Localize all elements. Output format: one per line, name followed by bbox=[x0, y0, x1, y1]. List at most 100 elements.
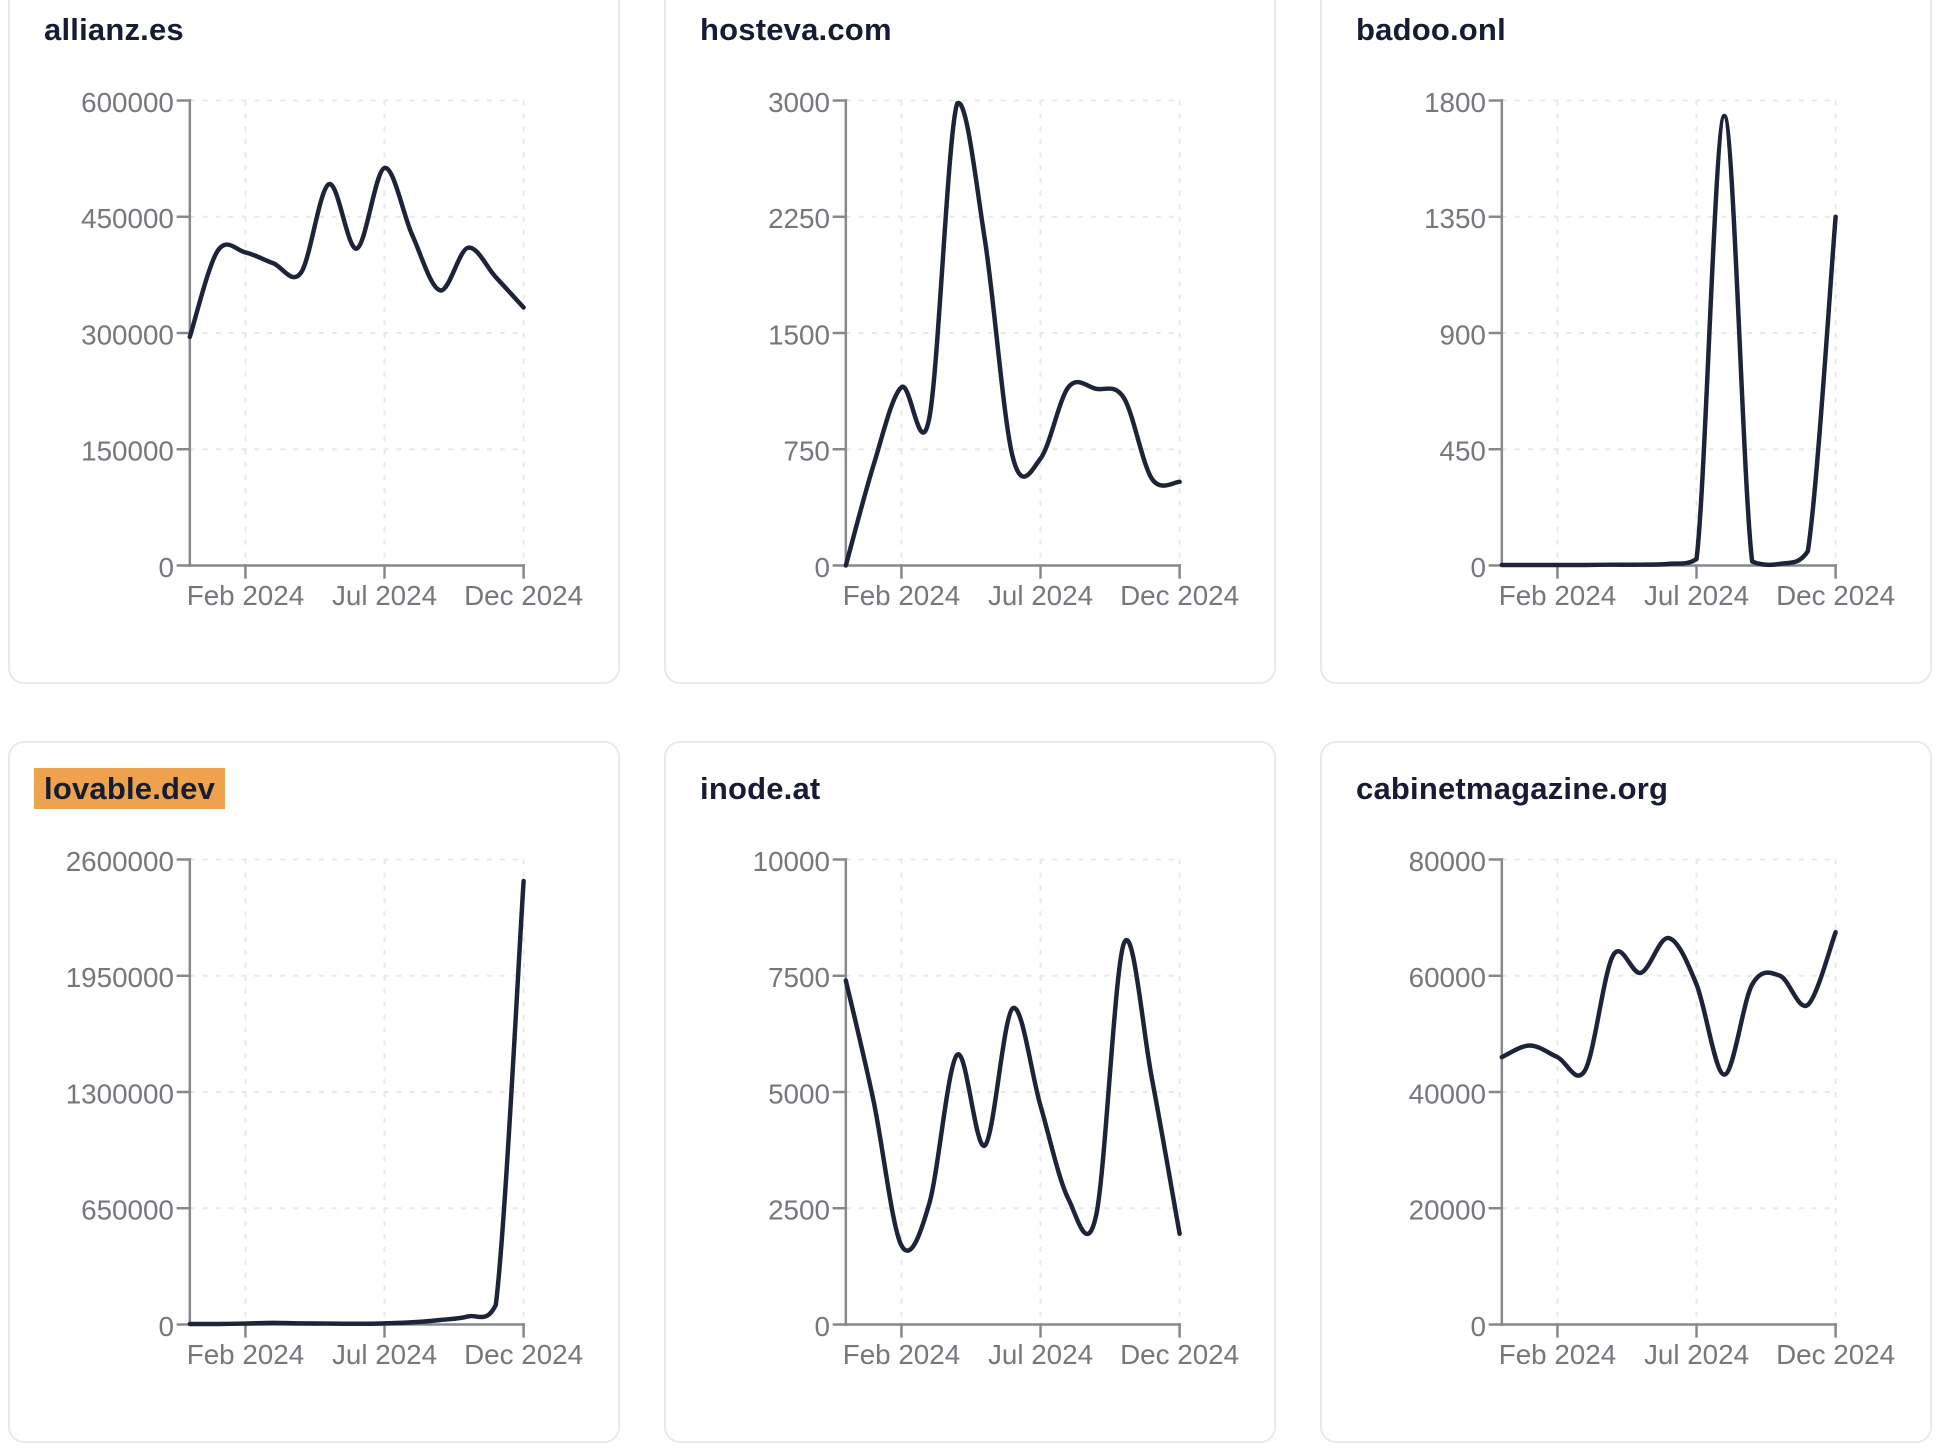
gridlines bbox=[189, 858, 525, 1325]
chart-card-lovable: lovable.dev 2600000 1950000 1300000 650000 0… bbox=[8, 741, 620, 1443]
y-axis-tick-label: 1500 bbox=[768, 319, 830, 350]
chart-title: allianz.es bbox=[44, 12, 184, 48]
gridlines bbox=[845, 858, 1181, 1325]
y-axis-labels: 10000 7500 5000 2500 0 bbox=[753, 846, 830, 1342]
x-axis-tick-label: Jul 2024 bbox=[988, 580, 1093, 611]
y-axis-labels: 1800 1350 900 450 0 bbox=[1424, 87, 1486, 583]
y-axis-tick-label: 2250 bbox=[768, 203, 830, 234]
line-chart-svg: 1800 1350 900 450 0 Feb 2024 Jul 2024 Dec 2024 bbox=[1424, 87, 1895, 611]
chart-card-badoo: badoo.onl 1800 1350 900 450 0 Feb 2024 Jul 202… bbox=[1320, 0, 1932, 684]
line-series bbox=[187, 165, 526, 340]
x-axis-tick-label: Dec 2024 bbox=[464, 580, 583, 611]
chart-card-allianz: allianz.es 600000 450000 300000 150000 0 Feb … bbox=[8, 0, 620, 684]
y-axis-tick-label: 2500 bbox=[768, 1195, 830, 1226]
line-series bbox=[843, 937, 1182, 1253]
x-axis-tick-label: Dec 2024 bbox=[1120, 1339, 1239, 1370]
x-axis-tick-label: Jul 2024 bbox=[1644, 1339, 1749, 1370]
chart-card-hosteva: hosteva.com 3000 2250 1500 750 0 Feb 2024 Jul … bbox=[664, 0, 1276, 684]
y-axis-tick-label: 0 bbox=[1470, 1311, 1485, 1342]
x-axis-labels: Feb 2024 Jul 2024 Dec 2024 bbox=[1499, 1339, 1895, 1370]
chart-card-cabinetmagazine: cabinetmagazine.org 80000 60000 40000 20000… bbox=[1320, 741, 1932, 1443]
axes bbox=[832, 858, 1181, 1338]
line-series bbox=[843, 100, 1182, 568]
gridlines bbox=[845, 99, 1181, 566]
x-axis-tick-label: Feb 2024 bbox=[843, 1339, 960, 1370]
axes bbox=[176, 99, 525, 579]
x-axis-labels: Feb 2024 Jul 2024 Dec 2024 bbox=[1499, 580, 1895, 611]
y-axis-tick-label: 2600000 bbox=[66, 846, 174, 877]
line-series bbox=[1499, 113, 1838, 568]
y-axis-tick-label: 40000 bbox=[1409, 1078, 1486, 1109]
chart-title-text: cabinetmagazine.org bbox=[1356, 771, 1669, 806]
x-axis-labels: Feb 2024 Jul 2024 Dec 2024 bbox=[843, 1339, 1239, 1370]
line-chart-svg: 3000 2250 1500 750 0 Feb 2024 Jul 2024 Dec 2024 bbox=[768, 87, 1239, 611]
line-chart-svg: 600000 450000 300000 150000 0 Feb 2024 Jul 202… bbox=[81, 87, 583, 611]
x-axis-tick-label: Dec 2024 bbox=[1120, 580, 1239, 611]
chart-title-text: inode.at bbox=[700, 771, 821, 806]
chart-title-text: hosteva.com bbox=[700, 12, 892, 47]
y-axis-labels: 80000 60000 40000 20000 0 bbox=[1409, 846, 1486, 1342]
x-axis-labels: Feb 2024 Jul 2024 Dec 2024 bbox=[187, 580, 583, 611]
x-axis-tick-label: Feb 2024 bbox=[1499, 1339, 1616, 1370]
x-axis-tick-label: Feb 2024 bbox=[187, 1339, 304, 1370]
y-axis-tick-label: 0 bbox=[158, 552, 173, 583]
x-axis-tick-label: Jul 2024 bbox=[332, 580, 437, 611]
x-axis-tick-label: Jul 2024 bbox=[332, 1339, 437, 1370]
y-axis-tick-label: 1350 bbox=[1424, 203, 1486, 234]
chart-card-inode: inode.at 10000 7500 5000 2500 0 Feb 2024 Jul 2… bbox=[664, 741, 1276, 1443]
x-axis-labels: Feb 2024 Jul 2024 Dec 2024 bbox=[187, 1339, 583, 1370]
x-axis-tick-label: Dec 2024 bbox=[1776, 1339, 1895, 1370]
x-axis-labels: Feb 2024 Jul 2024 Dec 2024 bbox=[843, 580, 1239, 611]
chart-title-text: lovable.dev bbox=[34, 768, 226, 809]
axes bbox=[176, 858, 525, 1338]
gridlines bbox=[1501, 99, 1837, 566]
gridlines bbox=[1501, 858, 1837, 1325]
y-axis-tick-label: 1800 bbox=[1424, 87, 1486, 118]
y-axis-tick-label: 5000 bbox=[768, 1078, 830, 1109]
x-axis-tick-label: Dec 2024 bbox=[464, 1339, 583, 1370]
axes bbox=[1488, 99, 1837, 579]
chart-title-text: badoo.onl bbox=[1356, 12, 1506, 47]
line-chart-svg: 80000 60000 40000 20000 0 Feb 2024 Jul 2024 Dec… bbox=[1409, 846, 1895, 1370]
chart-title: lovable.dev bbox=[34, 768, 226, 809]
line-chart-svg: 2600000 1950000 1300000 650000 0 Feb 2024 Jul … bbox=[66, 846, 583, 1370]
chart-title: badoo.onl bbox=[1356, 12, 1506, 48]
chart-title: inode.at bbox=[700, 771, 820, 807]
x-axis-tick-label: Jul 2024 bbox=[988, 1339, 1093, 1370]
axes bbox=[832, 99, 1181, 579]
gridlines bbox=[189, 99, 525, 566]
y-axis-tick-label: 0 bbox=[814, 552, 829, 583]
y-axis-tick-label: 150000 bbox=[81, 436, 174, 467]
y-axis-tick-label: 450 bbox=[1440, 436, 1486, 467]
x-axis-tick-label: Feb 2024 bbox=[843, 580, 960, 611]
y-axis-tick-label: 20000 bbox=[1409, 1195, 1486, 1226]
y-axis-labels: 600000 450000 300000 150000 0 bbox=[81, 87, 174, 583]
y-axis-labels: 3000 2250 1500 750 0 bbox=[768, 87, 830, 583]
x-axis-tick-label: Feb 2024 bbox=[1499, 580, 1616, 611]
line-series bbox=[187, 878, 526, 1327]
y-axis-labels: 2600000 1950000 1300000 650000 0 bbox=[66, 846, 174, 1342]
y-axis-tick-label: 10000 bbox=[753, 846, 830, 877]
y-axis-tick-label: 450000 bbox=[81, 203, 174, 234]
y-axis-tick-label: 60000 bbox=[1409, 962, 1486, 993]
chart-title-text: allianz.es bbox=[44, 12, 184, 47]
y-axis-tick-label: 0 bbox=[814, 1311, 829, 1342]
x-axis-tick-label: Jul 2024 bbox=[1644, 580, 1749, 611]
y-axis-tick-label: 0 bbox=[1470, 552, 1485, 583]
y-axis-tick-label: 1950000 bbox=[66, 962, 174, 993]
y-axis-tick-label: 80000 bbox=[1409, 846, 1486, 877]
y-axis-tick-label: 300000 bbox=[81, 319, 174, 350]
line-chart-svg: 10000 7500 5000 2500 0 Feb 2024 Jul 2024 Dec 20… bbox=[753, 846, 1239, 1370]
x-axis-tick-label: Dec 2024 bbox=[1776, 580, 1895, 611]
y-axis-tick-label: 750 bbox=[784, 436, 830, 467]
y-axis-tick-label: 3000 bbox=[768, 87, 830, 118]
y-axis-tick-label: 1300000 bbox=[66, 1078, 174, 1109]
chart-title: cabinetmagazine.org bbox=[1356, 771, 1668, 807]
axes bbox=[1488, 858, 1837, 1338]
y-axis-tick-label: 7500 bbox=[768, 962, 830, 993]
x-axis-tick-label: Feb 2024 bbox=[187, 580, 304, 611]
line-series bbox=[1499, 929, 1838, 1078]
chart-title: hosteva.com bbox=[700, 12, 892, 48]
y-axis-tick-label: 0 bbox=[158, 1311, 173, 1342]
